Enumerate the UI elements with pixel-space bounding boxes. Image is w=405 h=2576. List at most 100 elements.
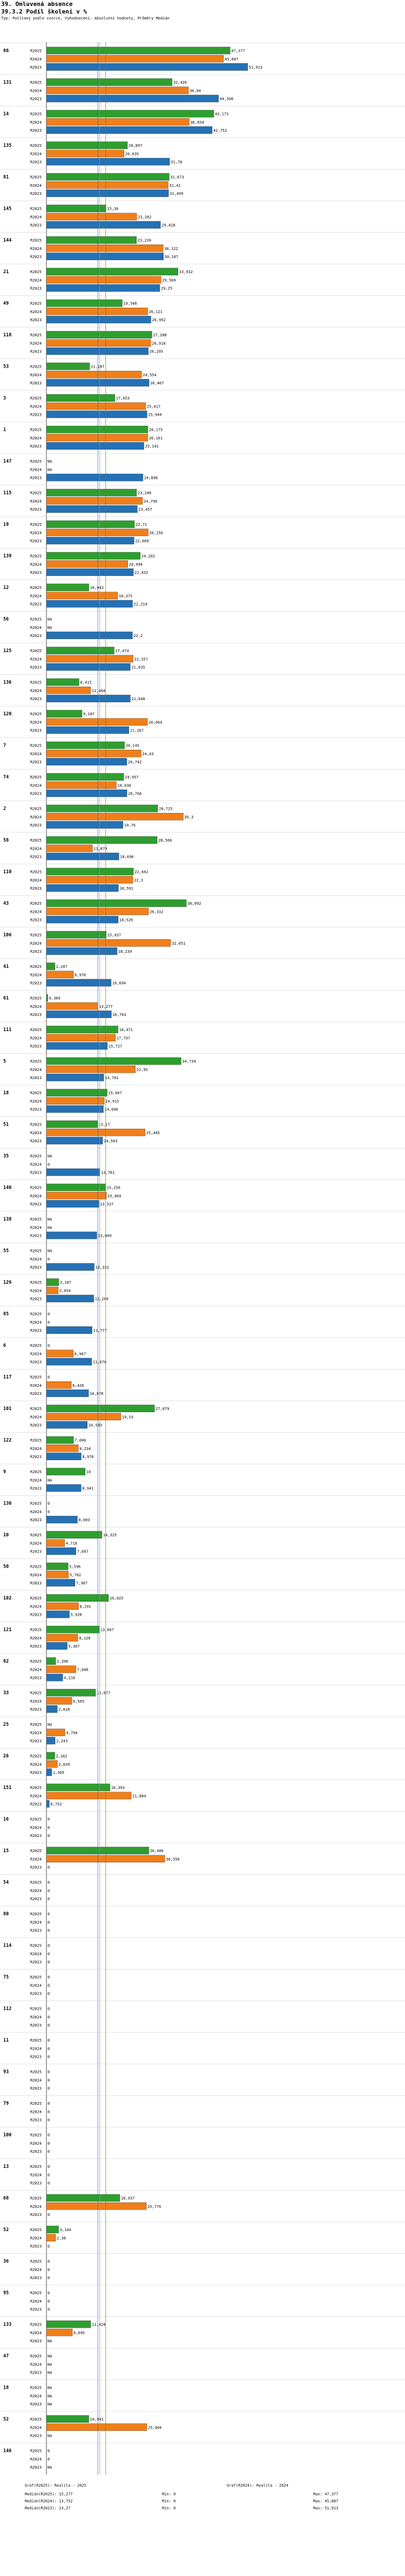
series-label: R2023	[30, 823, 42, 828]
series-label: R2025	[30, 1344, 42, 1348]
bar-r2024	[46, 2234, 56, 2242]
bar-value-label: 11,428	[92, 2323, 105, 2327]
bar-r2025	[46, 2194, 120, 2202]
bar-value-label: 26,175	[149, 428, 163, 432]
bar-r2024	[46, 245, 164, 252]
bar-value-label: 25,445	[146, 1131, 160, 1135]
series-label: R2025	[30, 2417, 42, 2422]
series-label: R2025	[30, 1912, 42, 1916]
na-label: NA	[48, 626, 52, 630]
series-label: R2023	[30, 886, 42, 891]
bar-value-label: 26,295	[150, 350, 163, 354]
series-label: R2023	[30, 2308, 42, 2312]
bar-r2023	[46, 63, 248, 71]
series-label: R2023	[30, 1992, 42, 1996]
group-label: 1	[3, 428, 6, 433]
series-label: R2025	[30, 333, 42, 337]
bar-value-label: 22,71	[136, 523, 147, 527]
group-label: 147	[3, 459, 11, 464]
bar-value-label: 23,226	[138, 239, 151, 243]
series-label: R2023	[30, 1802, 42, 1807]
bar-r2025	[46, 1468, 86, 1475]
series-label: R2023	[30, 2276, 42, 2280]
bar-r2025	[46, 141, 128, 149]
group-label: 79	[3, 2101, 9, 2106]
series-label: R2023	[30, 1392, 42, 1396]
bar-r2023	[46, 442, 144, 450]
bar-r2023	[46, 1105, 104, 1113]
series-label: R2024	[30, 1826, 42, 1830]
bar-value-label: 32,051	[172, 941, 185, 946]
bar-r2025	[46, 1657, 56, 1665]
bar-r2023	[46, 1074, 104, 1081]
group-label: 126	[3, 1280, 11, 1285]
bar-value-label: 42,752	[213, 128, 227, 133]
bar-r2024	[46, 844, 93, 852]
series-label: R2024	[30, 57, 42, 62]
group-label: 7	[3, 743, 6, 749]
bar-value-label: 0	[48, 2291, 50, 2295]
series-label: R2024	[30, 846, 42, 851]
series-label: R2023	[30, 2371, 42, 2375]
max-stat: Max: 47,377	[313, 2492, 338, 2497]
bar-value-label: 51,913	[249, 65, 262, 70]
bar-value-label: 24,43	[142, 752, 153, 756]
bar-r2024	[46, 2423, 147, 2431]
bar-r2023	[46, 1768, 52, 1776]
bar-r2023	[46, 1421, 87, 1429]
bar-r2025	[46, 2415, 89, 2423]
group-label: 19	[3, 522, 9, 527]
bar-r2024	[46, 781, 117, 789]
group-label: 140	[3, 1185, 11, 1191]
bar-value-label: 15,727	[109, 1045, 122, 1049]
series-label: R2024	[30, 499, 42, 504]
bar-value-label: 12,332	[96, 1265, 109, 1270]
series-label: R2024	[30, 341, 42, 345]
series-label: R2024	[30, 2173, 42, 2177]
series-label: R2023	[30, 1045, 42, 1049]
series-label: R2023	[30, 918, 42, 923]
series-label: R2023	[30, 729, 42, 733]
series-label: R2025	[30, 112, 42, 117]
group-label: 130	[3, 1501, 11, 1507]
group-label: 43	[3, 901, 9, 906]
bar-value-label: 5,702	[70, 1573, 81, 1577]
bar-r2024	[46, 1792, 132, 1800]
series-label: R2025	[30, 365, 42, 369]
series-label: R2023	[30, 792, 42, 796]
series-label: R2023	[30, 1297, 42, 1301]
series-label: R2024	[30, 878, 42, 883]
bar-value-label: 0	[48, 1952, 50, 1956]
series-label: R2023	[30, 2213, 42, 2217]
series-label: R2023	[30, 97, 42, 101]
series-label: R2025	[30, 1249, 42, 1253]
series-label: R2023	[30, 1360, 42, 1365]
bar-value-label: 0	[48, 1912, 50, 1916]
bar-value-label: 36,092	[187, 901, 201, 906]
series-label: R2024	[30, 1541, 42, 1545]
bar-value-label: 34,734	[182, 1060, 195, 1064]
series-label: R2024	[30, 373, 42, 377]
group-label: 100	[3, 2133, 11, 2138]
bar-r2024	[46, 1034, 116, 1042]
series-label: R2024	[30, 89, 42, 93]
bar-value-label: 0	[48, 1257, 50, 1262]
bar-r2025	[46, 1436, 74, 1444]
bar-r2024	[46, 971, 74, 979]
bar-value-label: 26,406	[150, 1849, 164, 1853]
bar-value-label: 0	[48, 1510, 50, 1514]
series-label: R2023	[30, 223, 42, 228]
series-label: R2025	[30, 712, 42, 716]
bar-r2023	[46, 1705, 58, 1713]
series-label: R2024	[30, 562, 42, 567]
series-label: R2024	[30, 910, 42, 914]
series-label: R2025	[30, 1407, 42, 1411]
series-label: R2025	[30, 1439, 42, 1443]
bar-r2024	[46, 1665, 76, 1673]
bar-r2024	[46, 749, 141, 757]
series-label: R2024	[30, 1194, 42, 1198]
series-label: R2024	[30, 815, 42, 819]
bar-value-label: 0	[48, 2245, 50, 2249]
series-label: R2023	[30, 1707, 42, 1712]
bar-value-label: 14,325	[103, 1533, 117, 1537]
